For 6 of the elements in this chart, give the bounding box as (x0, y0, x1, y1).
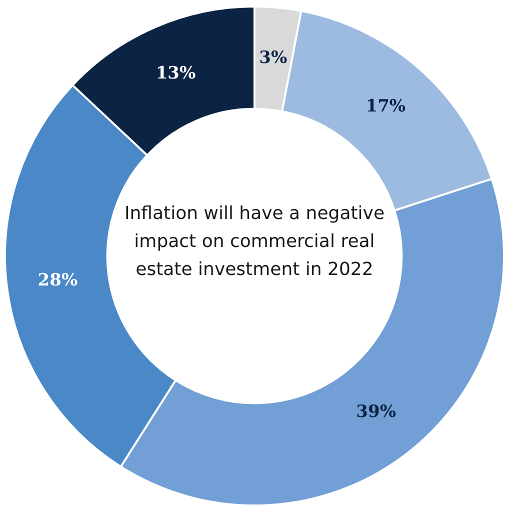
data-label: 17% (366, 96, 406, 117)
data-label: 3% (259, 48, 288, 68)
text: Inflation will have a negative impact on commercial real estate investment in 2022 (123, 202, 386, 282)
data-label: 39% (356, 402, 396, 422)
data-label: 28% (38, 270, 78, 290)
data-label: 13% (156, 63, 196, 84)
